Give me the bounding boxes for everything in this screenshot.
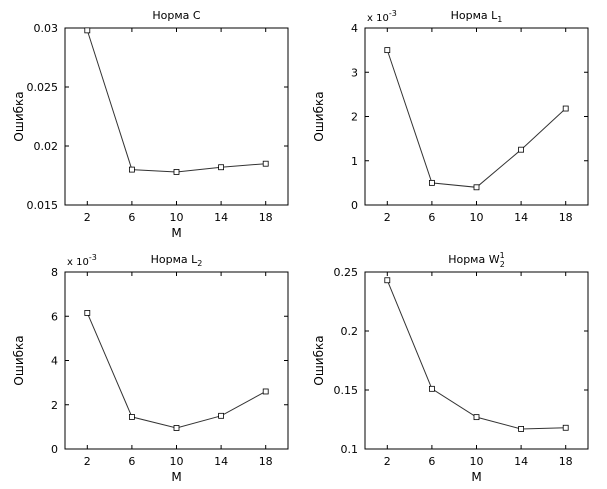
data-point	[84, 27, 91, 34]
y-tick-label: 0.1	[341, 443, 359, 456]
data-point	[84, 310, 91, 316]
plot-title-sub: 1	[497, 15, 502, 24]
x-axis-label: M	[471, 470, 481, 484]
data-point	[173, 169, 180, 175]
axes-frame	[364, 271, 589, 450]
axes-frame	[64, 271, 289, 450]
data-point	[518, 426, 524, 432]
x-tick-label: 2	[84, 211, 91, 224]
y-tick-label: 0.2	[341, 325, 359, 338]
data-point	[384, 277, 391, 284]
x-tick-label: 10	[470, 455, 484, 468]
axes-frame	[64, 27, 289, 206]
plot-title: Норма L1	[451, 9, 503, 24]
subplot-1: Норма C 2 6 10 14 18 0.015 0.02 0.025 0.03 M Ошибка	[12, 9, 289, 240]
series-line	[86, 312, 266, 429]
x-tick-label: 6	[128, 211, 135, 224]
x-tick-label: 2	[384, 455, 391, 468]
data-point	[562, 424, 569, 431]
x-axis-label: M	[171, 226, 181, 240]
x-tick-label: 18	[259, 455, 273, 468]
x-tick-label: 18	[559, 455, 573, 468]
plot-title: Норма W1 2	[448, 251, 505, 269]
x-tick-label: 14	[514, 211, 528, 224]
plot-title-sub: 2	[197, 259, 202, 268]
y-tick-label: 2	[51, 399, 58, 412]
y-tick-label: 6	[51, 310, 58, 323]
series-line	[386, 280, 566, 430]
y-tick-label: 8	[51, 266, 58, 279]
y-tick-label: 0	[351, 199, 358, 212]
data-point	[218, 412, 225, 419]
x-tick-label: 18	[259, 211, 273, 224]
x-tick-label: 18	[559, 211, 573, 224]
x-tick-label: 10	[170, 455, 184, 468]
data-point	[384, 47, 391, 54]
data-point	[128, 414, 135, 420]
y-axis-label: Ошибка	[12, 335, 26, 385]
y-tick-label: 4	[351, 22, 358, 35]
y-tick-label: 0.03	[34, 22, 59, 35]
y-tick-label: 0.25	[334, 266, 359, 279]
x-tick-label: 2	[84, 455, 91, 468]
x-tick-label: 10	[170, 211, 184, 224]
data-point	[218, 164, 225, 171]
x-tick-label: 2	[384, 211, 391, 224]
x-tick-label: 6	[428, 211, 435, 224]
data-point	[262, 160, 269, 167]
y-axis-label: Ошибка	[312, 335, 326, 385]
data-point	[173, 425, 180, 431]
plot-title-text: Норма W	[448, 253, 500, 266]
y-tick-label: 0.02	[34, 140, 59, 153]
y-tick-label: 2	[351, 111, 358, 124]
x-tick-label: 10	[470, 211, 484, 224]
y-tick-label: 1	[351, 155, 358, 168]
data-point	[262, 388, 269, 395]
data-point	[473, 184, 480, 191]
plot-title-sup: 1	[500, 251, 505, 260]
data-point	[428, 179, 435, 186]
y-multiplier: x 10-3	[367, 9, 397, 24]
data-point	[473, 414, 480, 421]
data-point	[128, 166, 135, 173]
series-line	[386, 49, 567, 188]
plot-title-text: Норма L	[451, 9, 499, 22]
axes-frame	[364, 27, 589, 206]
x-tick-label: 14	[214, 211, 228, 224]
series-line	[86, 30, 266, 173]
y-tick-label: 0.015	[27, 199, 59, 212]
x-tick-label: 14	[514, 455, 528, 468]
y-tick-label: 4	[51, 355, 58, 368]
plot-title: Норма L2	[151, 253, 203, 268]
data-point	[518, 146, 524, 153]
y-tick-label: 3	[351, 66, 358, 79]
data-point	[428, 385, 435, 392]
y-axis-label: Ошибка	[12, 91, 26, 141]
plot-title-text: Норма L	[151, 253, 199, 266]
x-axis-label: M	[171, 470, 181, 484]
x-tick-label: 6	[128, 455, 135, 468]
y-tick-label: 0.15	[334, 384, 359, 397]
plot-title-text: Норма C	[152, 9, 201, 22]
y-axis-label: Ошибка	[312, 91, 326, 141]
y-tick-label: 0.025	[27, 81, 59, 94]
y-multiplier: x 10-3	[67, 253, 97, 268]
y-tick-label: 0	[51, 443, 58, 456]
data-point	[562, 105, 569, 112]
plot-title: Норма C	[152, 9, 201, 22]
x-tick-label: 14	[214, 455, 228, 468]
plot-title-sub: 2	[500, 260, 505, 269]
x-tick-label: 6	[428, 455, 435, 468]
